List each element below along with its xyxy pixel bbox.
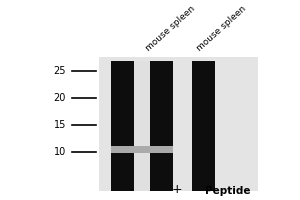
Text: 15: 15 [54,120,66,130]
Text: mouse spleen: mouse spleen [144,4,197,53]
Text: mouse spleen: mouse spleen [195,4,248,53]
Bar [150,61,172,191]
Bar [192,61,214,191]
Bar [111,61,134,191]
Bar [99,57,258,191]
Text: -: - [130,183,134,196]
Bar [134,146,150,153]
Text: Peptide: Peptide [205,186,251,196]
Bar [111,146,134,153]
Bar [150,146,172,153]
Bar [134,61,150,191]
Text: 25: 25 [53,66,66,76]
Text: 20: 20 [54,93,66,103]
Text: +: + [172,183,182,196]
Text: 10: 10 [54,147,66,157]
